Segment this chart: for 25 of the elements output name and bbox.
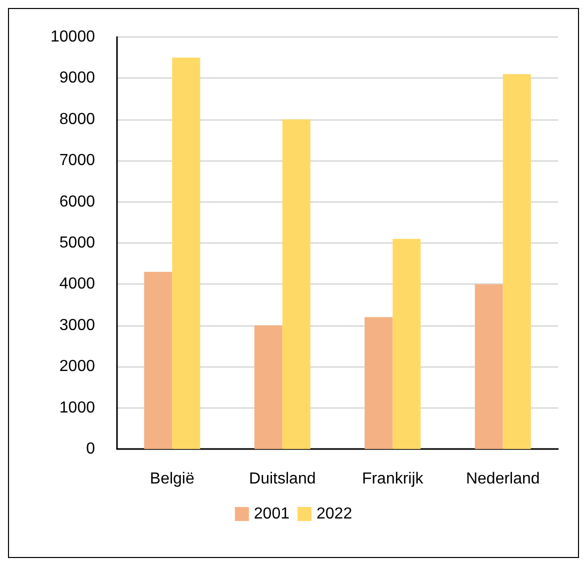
y-tick-label: 0 bbox=[86, 440, 96, 458]
legend-label: 2022 bbox=[316, 506, 352, 522]
bar bbox=[282, 119, 310, 449]
y-tick-label: 4000 bbox=[59, 276, 96, 293]
bar bbox=[144, 272, 172, 449]
x-tick-label: Frankrijk bbox=[362, 470, 424, 488]
y-tick-label: 3000 bbox=[59, 316, 96, 334]
bar bbox=[502, 74, 531, 449]
bar bbox=[172, 58, 200, 449]
y-tick-label: 1000 bbox=[59, 399, 96, 416]
y-tick-label: 6000 bbox=[59, 193, 96, 210]
bar bbox=[254, 325, 282, 449]
x-tick-label: België bbox=[150, 470, 194, 488]
x-tick-label: Duitsland bbox=[249, 470, 316, 488]
x-tick-label: Nederland bbox=[466, 470, 540, 488]
y-tick-label: 8000 bbox=[59, 110, 96, 128]
bar bbox=[392, 238, 421, 449]
bar bbox=[364, 317, 393, 449]
y-tick-label: 2000 bbox=[59, 358, 96, 376]
y-tick-label: 5000 bbox=[59, 234, 96, 252]
y-tick-label: 7000 bbox=[59, 152, 96, 170]
y-tick-label: 9000 bbox=[59, 70, 96, 87]
y-tick-label: 10000 bbox=[50, 28, 96, 46]
bar bbox=[474, 284, 503, 449]
legend-label: 2001 bbox=[254, 506, 290, 522]
